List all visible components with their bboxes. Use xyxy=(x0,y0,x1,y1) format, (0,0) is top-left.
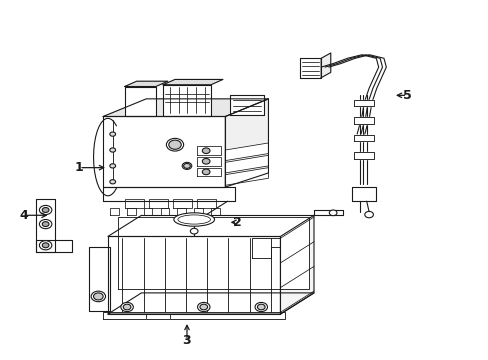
Polygon shape xyxy=(160,208,169,215)
Circle shape xyxy=(168,140,181,149)
Polygon shape xyxy=(225,168,268,185)
Circle shape xyxy=(255,302,267,312)
Polygon shape xyxy=(103,117,225,187)
Polygon shape xyxy=(353,117,373,123)
Polygon shape xyxy=(353,100,373,106)
Polygon shape xyxy=(280,215,313,314)
Circle shape xyxy=(183,163,190,168)
Polygon shape xyxy=(194,208,203,215)
Polygon shape xyxy=(110,208,119,215)
Circle shape xyxy=(40,220,52,229)
Polygon shape xyxy=(230,95,263,115)
Ellipse shape xyxy=(173,213,214,226)
Polygon shape xyxy=(108,237,280,314)
Circle shape xyxy=(93,293,103,300)
Polygon shape xyxy=(163,85,210,117)
Polygon shape xyxy=(196,157,220,166)
Circle shape xyxy=(202,158,209,164)
Polygon shape xyxy=(196,199,215,208)
Circle shape xyxy=(110,148,115,152)
Polygon shape xyxy=(36,199,55,252)
Polygon shape xyxy=(313,210,342,215)
Polygon shape xyxy=(124,199,143,208)
Text: 2: 2 xyxy=(232,216,241,229)
Polygon shape xyxy=(143,208,152,215)
Circle shape xyxy=(202,148,209,153)
Circle shape xyxy=(121,302,133,312)
Circle shape xyxy=(328,210,336,216)
Circle shape xyxy=(91,291,105,302)
Circle shape xyxy=(40,241,52,250)
Text: 4: 4 xyxy=(20,209,28,222)
Polygon shape xyxy=(89,247,110,311)
Polygon shape xyxy=(299,58,321,78)
Polygon shape xyxy=(196,168,220,176)
Circle shape xyxy=(182,162,191,170)
Polygon shape xyxy=(353,153,373,159)
Circle shape xyxy=(110,180,115,184)
Polygon shape xyxy=(163,80,223,85)
Polygon shape xyxy=(127,208,136,215)
Polygon shape xyxy=(210,208,219,215)
Circle shape xyxy=(42,222,49,226)
Circle shape xyxy=(110,164,115,168)
Circle shape xyxy=(42,207,49,212)
Polygon shape xyxy=(172,199,191,208)
Polygon shape xyxy=(124,81,167,86)
Text: 1: 1 xyxy=(75,161,83,174)
Polygon shape xyxy=(103,312,285,319)
Circle shape xyxy=(202,169,209,175)
Polygon shape xyxy=(177,208,185,215)
Circle shape xyxy=(40,206,52,215)
Polygon shape xyxy=(225,99,268,187)
Text: 3: 3 xyxy=(183,334,191,347)
Polygon shape xyxy=(124,86,156,117)
Polygon shape xyxy=(251,238,280,258)
Polygon shape xyxy=(225,143,268,161)
Circle shape xyxy=(190,228,198,234)
Polygon shape xyxy=(148,199,167,208)
Circle shape xyxy=(197,302,209,312)
Polygon shape xyxy=(108,293,313,314)
Polygon shape xyxy=(103,99,268,117)
Polygon shape xyxy=(103,187,234,201)
Polygon shape xyxy=(36,240,72,252)
Polygon shape xyxy=(117,217,308,289)
Circle shape xyxy=(364,211,373,218)
Polygon shape xyxy=(225,155,268,173)
Circle shape xyxy=(200,304,207,310)
Polygon shape xyxy=(321,53,330,78)
Circle shape xyxy=(166,138,183,151)
Polygon shape xyxy=(353,135,373,141)
Circle shape xyxy=(257,304,264,310)
Ellipse shape xyxy=(178,215,210,224)
Circle shape xyxy=(123,304,131,310)
Circle shape xyxy=(42,243,49,248)
Polygon shape xyxy=(351,187,376,201)
Text: 5: 5 xyxy=(402,89,411,102)
Circle shape xyxy=(110,132,115,136)
Polygon shape xyxy=(196,147,220,155)
